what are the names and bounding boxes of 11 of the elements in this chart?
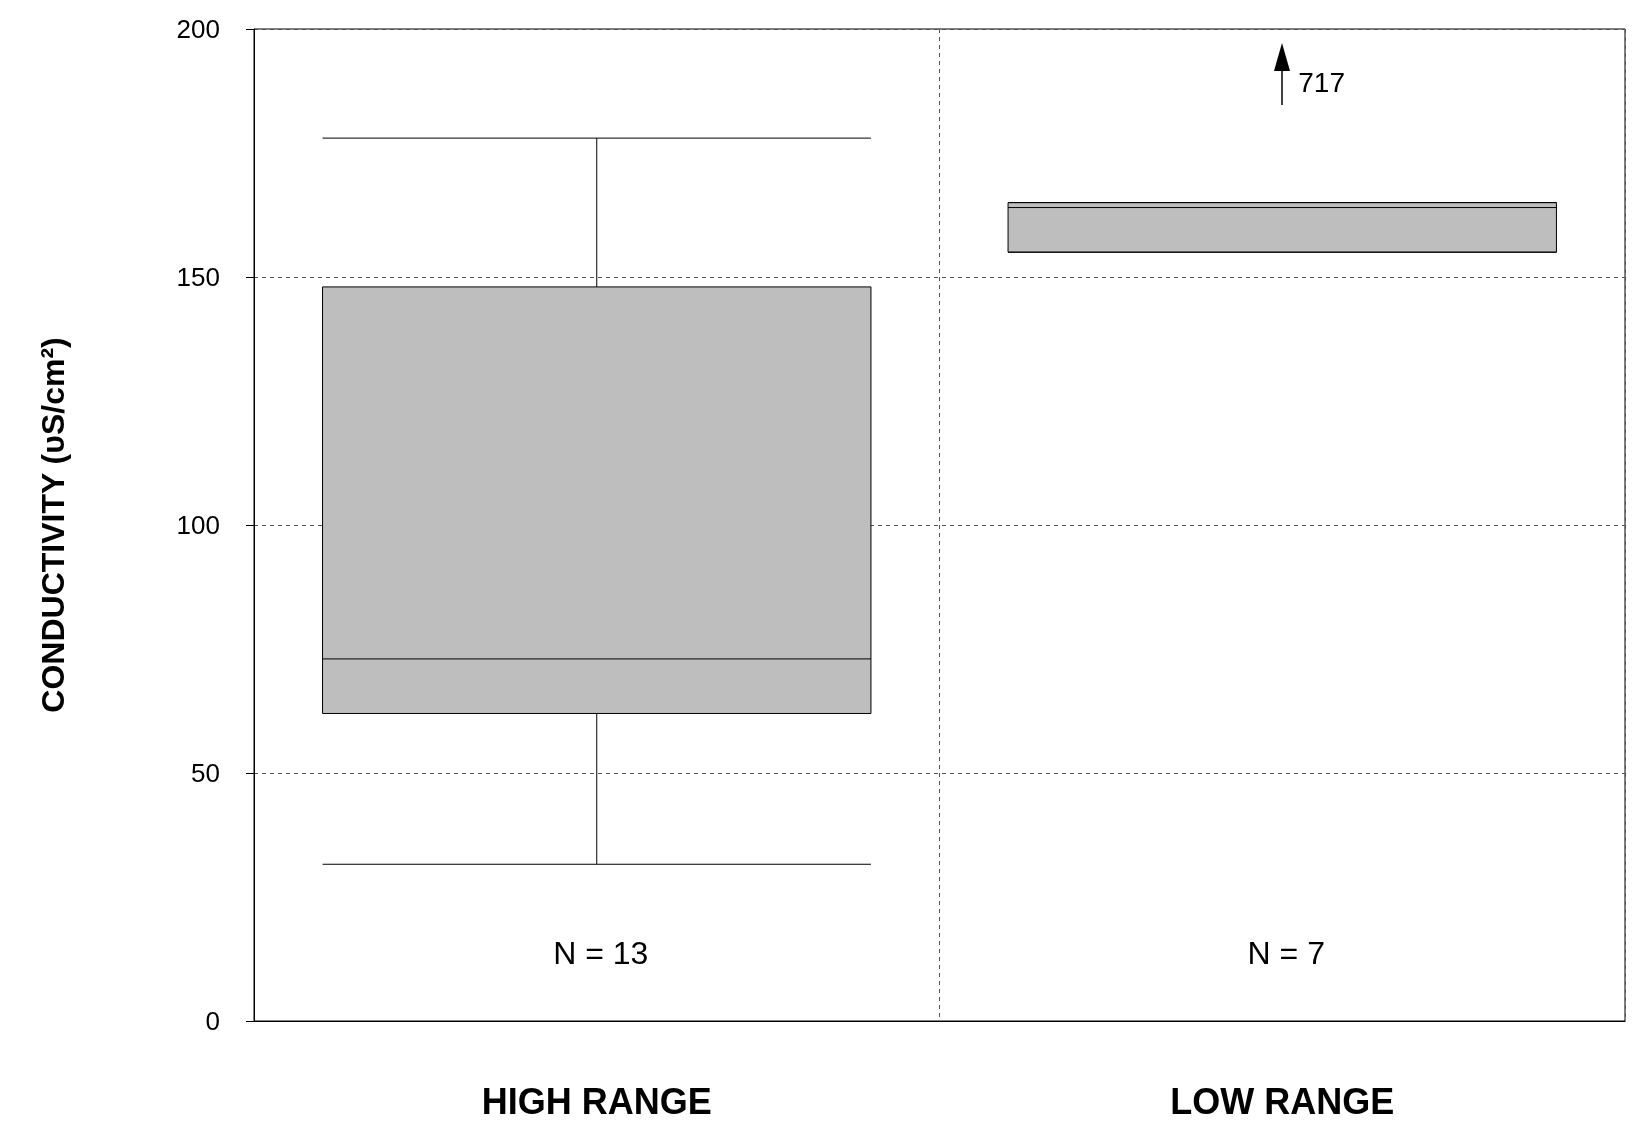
annotation: 717 — [1298, 66, 1345, 98]
annotation: N = 7 — [1247, 935, 1325, 971]
y-tick-label: 200 — [176, 14, 220, 44]
x-tick-label: LOW RANGE — [1170, 1080, 1395, 1122]
y-tick-label: 50 — [191, 758, 220, 788]
y-axis-title: CONDUCTIVITY (υS/cm²) — [35, 337, 71, 713]
x-tick-label: HIGH RANGE — [481, 1080, 712, 1122]
y-tick-label: 0 — [205, 1006, 220, 1036]
annotation: N = 13 — [553, 935, 649, 971]
y-tick-label: 150 — [176, 262, 220, 292]
y-tick-label: 100 — [176, 510, 220, 540]
